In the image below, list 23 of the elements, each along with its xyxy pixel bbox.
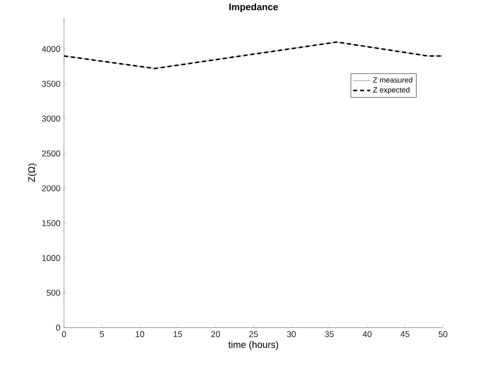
x-tick-label: 30 — [287, 331, 296, 338]
y-tick-label: 3500 — [42, 81, 60, 87]
y-tick-label: 4000 — [42, 46, 60, 52]
x-tick-label: 40 — [362, 331, 372, 338]
x-tick-label: 15 — [174, 331, 182, 338]
x-tick-label: 10 — [136, 331, 144, 338]
x-tick-label: 50 — [438, 331, 448, 338]
x-axis-title: time (hours) — [228, 341, 278, 350]
x-tick-label: 25 — [249, 331, 258, 338]
y-tick-label: 3000 — [42, 116, 60, 122]
x-tick-label: 35 — [324, 331, 334, 338]
chart-title: Impedance — [229, 3, 278, 12]
y-tick-label: 1500 — [42, 220, 60, 226]
y-tick-label: 2000 — [42, 186, 60, 192]
y-tick-label: 1000 — [42, 255, 60, 262]
x-tick-label: 0 — [62, 331, 66, 338]
x-tick-label: 45 — [400, 331, 410, 338]
y-tick-label: 2500 — [42, 150, 60, 157]
y-axis-title: Z(Ω) — [28, 164, 37, 182]
y-tick-label: 0 — [56, 324, 60, 331]
y-tick-label: 500 — [46, 290, 60, 296]
x-tick-label: 5 — [100, 331, 104, 338]
x-tick-label: 20 — [211, 331, 220, 338]
